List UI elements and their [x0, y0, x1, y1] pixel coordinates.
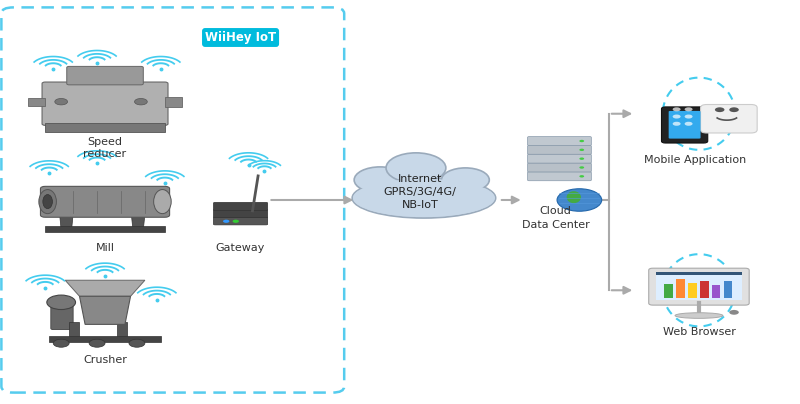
Circle shape — [579, 140, 584, 142]
FancyBboxPatch shape — [69, 322, 78, 339]
Text: Cloud
Data Center: Cloud Data Center — [522, 206, 590, 229]
Circle shape — [685, 122, 693, 126]
FancyBboxPatch shape — [527, 172, 591, 181]
Polygon shape — [131, 214, 145, 230]
FancyBboxPatch shape — [214, 210, 268, 218]
FancyBboxPatch shape — [50, 337, 161, 343]
Circle shape — [129, 339, 145, 347]
Polygon shape — [59, 214, 73, 230]
Circle shape — [685, 114, 693, 118]
Circle shape — [579, 175, 584, 177]
Circle shape — [673, 122, 681, 126]
Text: Speed
reducer: Speed reducer — [83, 137, 126, 159]
Ellipse shape — [675, 313, 723, 318]
Text: Mobile Application: Mobile Application — [644, 155, 746, 165]
Ellipse shape — [566, 191, 581, 203]
Circle shape — [223, 220, 230, 223]
Ellipse shape — [39, 189, 56, 214]
FancyBboxPatch shape — [662, 107, 708, 143]
Text: Web Browser: Web Browser — [662, 327, 735, 337]
Text: Internet
GPRS/3G/4G/
NB-IoT: Internet GPRS/3G/4G/ NB-IoT — [383, 174, 456, 210]
Circle shape — [55, 99, 67, 105]
Text: Crusher: Crusher — [83, 356, 127, 366]
FancyBboxPatch shape — [42, 82, 168, 125]
FancyBboxPatch shape — [701, 105, 757, 133]
FancyBboxPatch shape — [712, 286, 721, 298]
Text: Mill: Mill — [95, 243, 114, 253]
FancyBboxPatch shape — [41, 186, 170, 217]
Circle shape — [579, 166, 584, 169]
Ellipse shape — [353, 179, 495, 217]
Circle shape — [134, 99, 147, 105]
FancyBboxPatch shape — [664, 284, 673, 298]
FancyBboxPatch shape — [656, 276, 742, 300]
Polygon shape — [65, 280, 145, 296]
FancyBboxPatch shape — [46, 123, 165, 132]
Circle shape — [579, 158, 584, 160]
FancyBboxPatch shape — [669, 111, 701, 139]
FancyBboxPatch shape — [527, 145, 591, 154]
Ellipse shape — [352, 178, 496, 218]
FancyBboxPatch shape — [117, 322, 126, 339]
Circle shape — [47, 295, 75, 309]
Ellipse shape — [442, 168, 490, 192]
FancyBboxPatch shape — [165, 97, 182, 107]
FancyBboxPatch shape — [51, 303, 73, 330]
FancyBboxPatch shape — [724, 281, 733, 298]
Circle shape — [673, 107, 681, 112]
FancyBboxPatch shape — [527, 163, 591, 172]
Circle shape — [685, 107, 693, 112]
FancyBboxPatch shape — [214, 217, 268, 225]
Circle shape — [557, 189, 602, 211]
FancyBboxPatch shape — [214, 202, 268, 210]
Ellipse shape — [354, 167, 406, 193]
Circle shape — [89, 339, 105, 347]
Circle shape — [233, 220, 239, 223]
FancyBboxPatch shape — [527, 154, 591, 163]
FancyBboxPatch shape — [656, 272, 742, 276]
Circle shape — [730, 107, 739, 112]
Polygon shape — [79, 296, 130, 324]
Circle shape — [673, 114, 681, 118]
Text: WiiHey IoT: WiiHey IoT — [205, 31, 276, 44]
Circle shape — [54, 339, 69, 347]
FancyBboxPatch shape — [46, 226, 165, 232]
Circle shape — [730, 310, 739, 315]
FancyBboxPatch shape — [688, 283, 697, 298]
FancyBboxPatch shape — [676, 279, 685, 298]
FancyBboxPatch shape — [28, 98, 46, 106]
FancyBboxPatch shape — [700, 282, 709, 298]
Ellipse shape — [154, 189, 171, 214]
Ellipse shape — [386, 153, 446, 183]
FancyBboxPatch shape — [66, 66, 143, 85]
Ellipse shape — [43, 195, 53, 208]
Circle shape — [715, 107, 725, 112]
Circle shape — [579, 149, 584, 151]
Text: Gateway: Gateway — [216, 243, 266, 253]
FancyBboxPatch shape — [527, 137, 591, 145]
FancyBboxPatch shape — [649, 268, 749, 305]
